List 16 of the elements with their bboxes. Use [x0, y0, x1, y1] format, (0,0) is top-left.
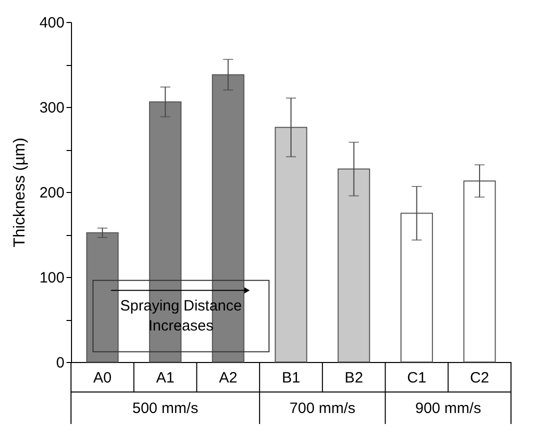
x-tick-label: A2 — [218, 370, 238, 386]
y-tick-label: 300 — [39, 100, 64, 116]
y-tick-label: 400 — [39, 14, 64, 32]
y-tick-label: 100 — [39, 270, 64, 286]
x-tick-label: A1 — [156, 370, 174, 386]
y-tick-label: 0 — [56, 354, 64, 372]
y-tick-label: 200 — [39, 184, 64, 202]
x-tick-label: B1 — [282, 370, 300, 386]
text: 500 mm/s — [132, 400, 198, 417]
x-tick-label: B2 — [344, 370, 364, 386]
text: 700 mm/s — [290, 400, 356, 417]
text: 900 mm/s — [415, 400, 482, 417]
x-tick-label: A0 — [93, 370, 112, 386]
y-axis-title: Thickness (µm) — [11, 138, 28, 248]
x-tick-label: C2 — [470, 370, 490, 386]
x-tick-label: C1 — [407, 370, 426, 386]
